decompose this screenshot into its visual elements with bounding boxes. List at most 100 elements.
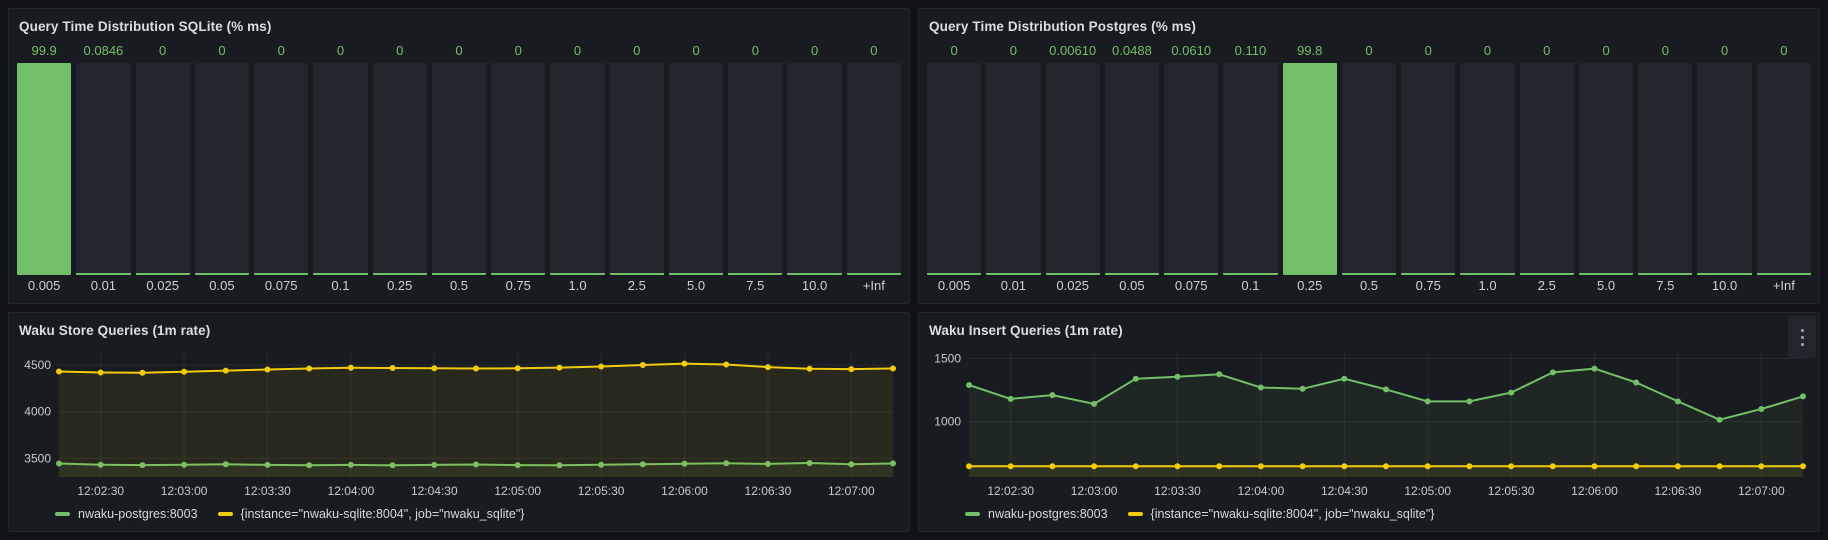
histogram-bar-fill xyxy=(609,273,664,275)
histogram-bucket: 0 0.005 xyxy=(927,39,982,297)
legend-item[interactable]: {instance="nwaku-sqlite:8004", job="nwak… xyxy=(217,507,524,521)
histogram-bucket: 99.9 0.005 xyxy=(17,39,72,297)
linechart-store: 3500 4000 4500 12:02:30 12:03:00 12:03:30 12:0… xyxy=(15,343,903,525)
bucket-x-label: 2.5 xyxy=(627,278,646,293)
bucket-x-label: 0.005 xyxy=(937,278,971,293)
data-point xyxy=(1049,392,1056,399)
data-point xyxy=(1508,389,1515,396)
histogram-bar-fill xyxy=(668,273,724,275)
legend: nwaku-postgres:8003 {instance="nwaku-sqli… xyxy=(925,503,1813,525)
histogram-bucket: 0.0488 0.05 xyxy=(1104,39,1160,297)
histogram-bucket: 0 7.5 xyxy=(1638,39,1693,297)
histogram-bucket: 0 10.0 xyxy=(787,39,842,297)
histogram-bucket: 0 5.0 xyxy=(1578,39,1634,297)
data-point xyxy=(139,369,146,376)
panel-title: Query Time Distribution Postgres (% ms) xyxy=(929,18,1196,34)
histogram-bar xyxy=(550,63,605,275)
data-point xyxy=(1132,463,1139,470)
data-point xyxy=(1383,463,1389,470)
data-point xyxy=(1174,373,1181,380)
histogram-bar-fill xyxy=(1578,273,1634,275)
data-point xyxy=(347,461,354,468)
bucket-x-label: 1.0 xyxy=(1478,278,1497,293)
histogram-bar-fill xyxy=(76,273,131,275)
histogram-bar xyxy=(1045,63,1100,275)
histogram-bar-fill xyxy=(787,273,842,275)
panel-header-postgres[interactable]: Query Time Distribution Postgres (% ms) xyxy=(919,9,1819,39)
bucket-value-label: 0 xyxy=(573,43,582,58)
histogram-bar-fill xyxy=(491,273,546,275)
data-point xyxy=(598,363,605,370)
panel-menu-button[interactable] xyxy=(1788,316,1816,358)
histogram-bar xyxy=(1341,63,1397,275)
bucket-value-label: 0 xyxy=(336,43,345,58)
line-chart-svg: 3500 4000 4500 12:02:30 12:03:00 12:03:30 12:0… xyxy=(24,351,896,498)
x-axis-tick-label: 12:05:30 xyxy=(1488,484,1535,498)
histogram-bar xyxy=(1460,63,1515,275)
x-axis-tick-label: 12:06:00 xyxy=(1571,484,1618,498)
bucket-x-label: 0.01 xyxy=(90,278,117,293)
data-point xyxy=(681,360,688,367)
bucket-x-label: 0.5 xyxy=(1359,278,1379,293)
bucket-value-label: 0 xyxy=(455,43,463,58)
panel-body: 0 0.005 0 0.01 0.00610 0.025 0.0488 0.05 0.0610 0… xyxy=(919,39,1819,303)
data-point xyxy=(1466,398,1473,405)
x-axis-tick-label: 12:03:00 xyxy=(161,484,208,498)
histogram-bar xyxy=(17,63,72,275)
legend-item[interactable]: nwaku-postgres:8003 xyxy=(55,507,198,521)
data-point xyxy=(681,460,688,467)
x-axis-tick-label: 12:05:30 xyxy=(578,484,625,498)
data-point xyxy=(966,463,972,470)
legend-item[interactable]: {instance="nwaku-sqlite:8004", job="nwak… xyxy=(1127,507,1434,521)
x-axis-tick-label: 12:03:30 xyxy=(1154,484,1201,498)
bucket-value-label: 0 xyxy=(159,43,167,58)
histogram-bucket: 0 2.5 xyxy=(1519,39,1574,297)
histogram-postgres: 0 0.005 0 0.01 0.00610 0.025 0.0488 0.05 0.0610 0… xyxy=(925,39,1813,297)
legend-item[interactable]: nwaku-postgres:8003 xyxy=(965,507,1108,521)
histogram-bar-fill xyxy=(194,273,250,275)
x-axis-tick-label: 12:04:30 xyxy=(411,484,458,498)
histogram-bucket: 0 5.0 xyxy=(668,39,724,297)
bucket-value-label: 0 xyxy=(1543,43,1551,58)
bucket-value-label: 0 xyxy=(514,43,522,58)
histogram-sqlite: 99.9 0.005 0.0846 0.01 0 0.025 0 0.05 0 0.075 0 0.1… xyxy=(15,39,903,297)
histogram-bucket: 0 7.5 xyxy=(728,39,783,297)
bucket-value-label: 0 xyxy=(692,43,700,58)
histogram-bucket: 0 1.0 xyxy=(550,39,605,297)
histogram-bar xyxy=(431,63,487,275)
bucket-x-label: 0.25 xyxy=(387,278,413,293)
panel-header-sqlite[interactable]: Query Time Distribution SQLite (% ms) xyxy=(9,9,909,39)
histogram-bucket: 0 0.5 xyxy=(1341,39,1397,297)
panel-header-insert[interactable]: Waku Insert Queries (1m rate) xyxy=(919,313,1819,343)
histogram-bar xyxy=(1104,63,1160,275)
data-point xyxy=(639,362,646,368)
histogram-bar-fill xyxy=(927,273,982,275)
data-point xyxy=(1716,416,1723,423)
data-point xyxy=(1132,375,1139,382)
bucket-x-label: 0.01 xyxy=(1000,278,1027,293)
histogram-bucket: 0 +Inf xyxy=(1756,39,1811,297)
data-point xyxy=(56,368,62,375)
panel-waku-store-queries: Waku Store Queries (1m rate) 3500 4000 450… xyxy=(8,312,910,532)
data-point xyxy=(1800,393,1806,400)
data-point xyxy=(1007,463,1014,470)
histogram-bucket: 99.8 0.25 xyxy=(1282,39,1337,297)
bucket-value-label: 0 xyxy=(1483,43,1492,58)
panel-header-store[interactable]: Waku Store Queries (1m rate) xyxy=(9,313,909,343)
data-point xyxy=(1216,371,1223,378)
bucket-x-label: +Inf xyxy=(862,278,885,293)
x-axis-tick-label: 12:06:30 xyxy=(745,484,792,498)
histogram-bar-fill xyxy=(986,273,1041,275)
histogram-bar-fill xyxy=(1223,273,1278,275)
data-point xyxy=(1091,463,1098,470)
x-axis-tick-label: 12:03:00 xyxy=(1071,484,1118,498)
histogram-bar-fill xyxy=(1460,273,1515,275)
histogram-bar xyxy=(1638,63,1693,275)
histogram-bar-fill xyxy=(1282,63,1337,275)
y-axis-tick-label: 3500 xyxy=(24,451,51,465)
histogram-bucket: 0 0.5 xyxy=(431,39,487,297)
histogram-bar-fill xyxy=(1756,273,1811,275)
data-point xyxy=(306,365,313,372)
data-point xyxy=(181,368,188,375)
histogram-bar xyxy=(254,63,309,275)
